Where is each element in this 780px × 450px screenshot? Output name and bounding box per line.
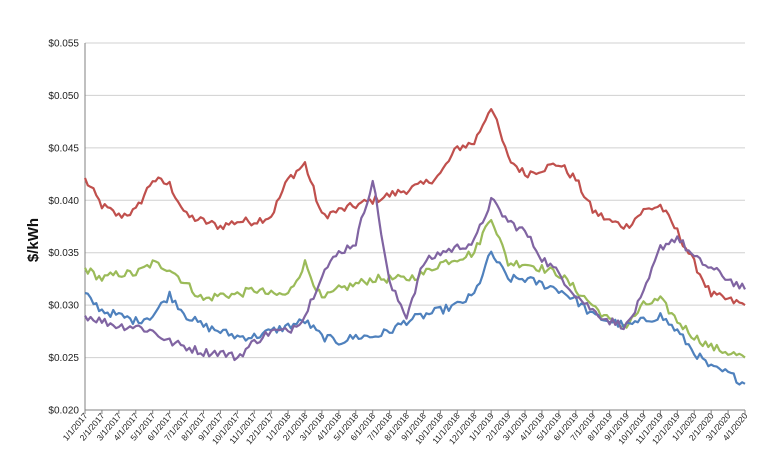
y-tick-label: $0.020	[48, 406, 79, 417]
y-tick-label: $0.045	[48, 143, 79, 154]
series-line-2	[84, 219, 746, 359]
y-tick-label: $0.050	[48, 91, 79, 102]
y-axis-label: $/kWh	[25, 218, 42, 262]
y-tick-label: $0.030	[48, 301, 79, 312]
y-tick-label: $0.035	[48, 248, 79, 259]
y-tick-label: $0.040	[48, 196, 79, 207]
series-lines	[83, 108, 746, 386]
series-line-4	[84, 179, 746, 362]
axes	[84, 43, 746, 414]
y-tick-label: $0.055	[48, 39, 79, 50]
grid-lines	[85, 42, 745, 411]
y-tick-labels: $0.020 $0.025 $0.030 $0.035 $0.040 $0.045 $0.0…	[48, 39, 79, 417]
x-tick-labels: 1/1/20172/1/20173/1/20174/1/20175/1/2017…	[61, 411, 750, 447]
y-tick-label: $0.025	[48, 353, 79, 364]
series-line-3	[84, 250, 746, 386]
series-line-1	[83, 108, 746, 307]
